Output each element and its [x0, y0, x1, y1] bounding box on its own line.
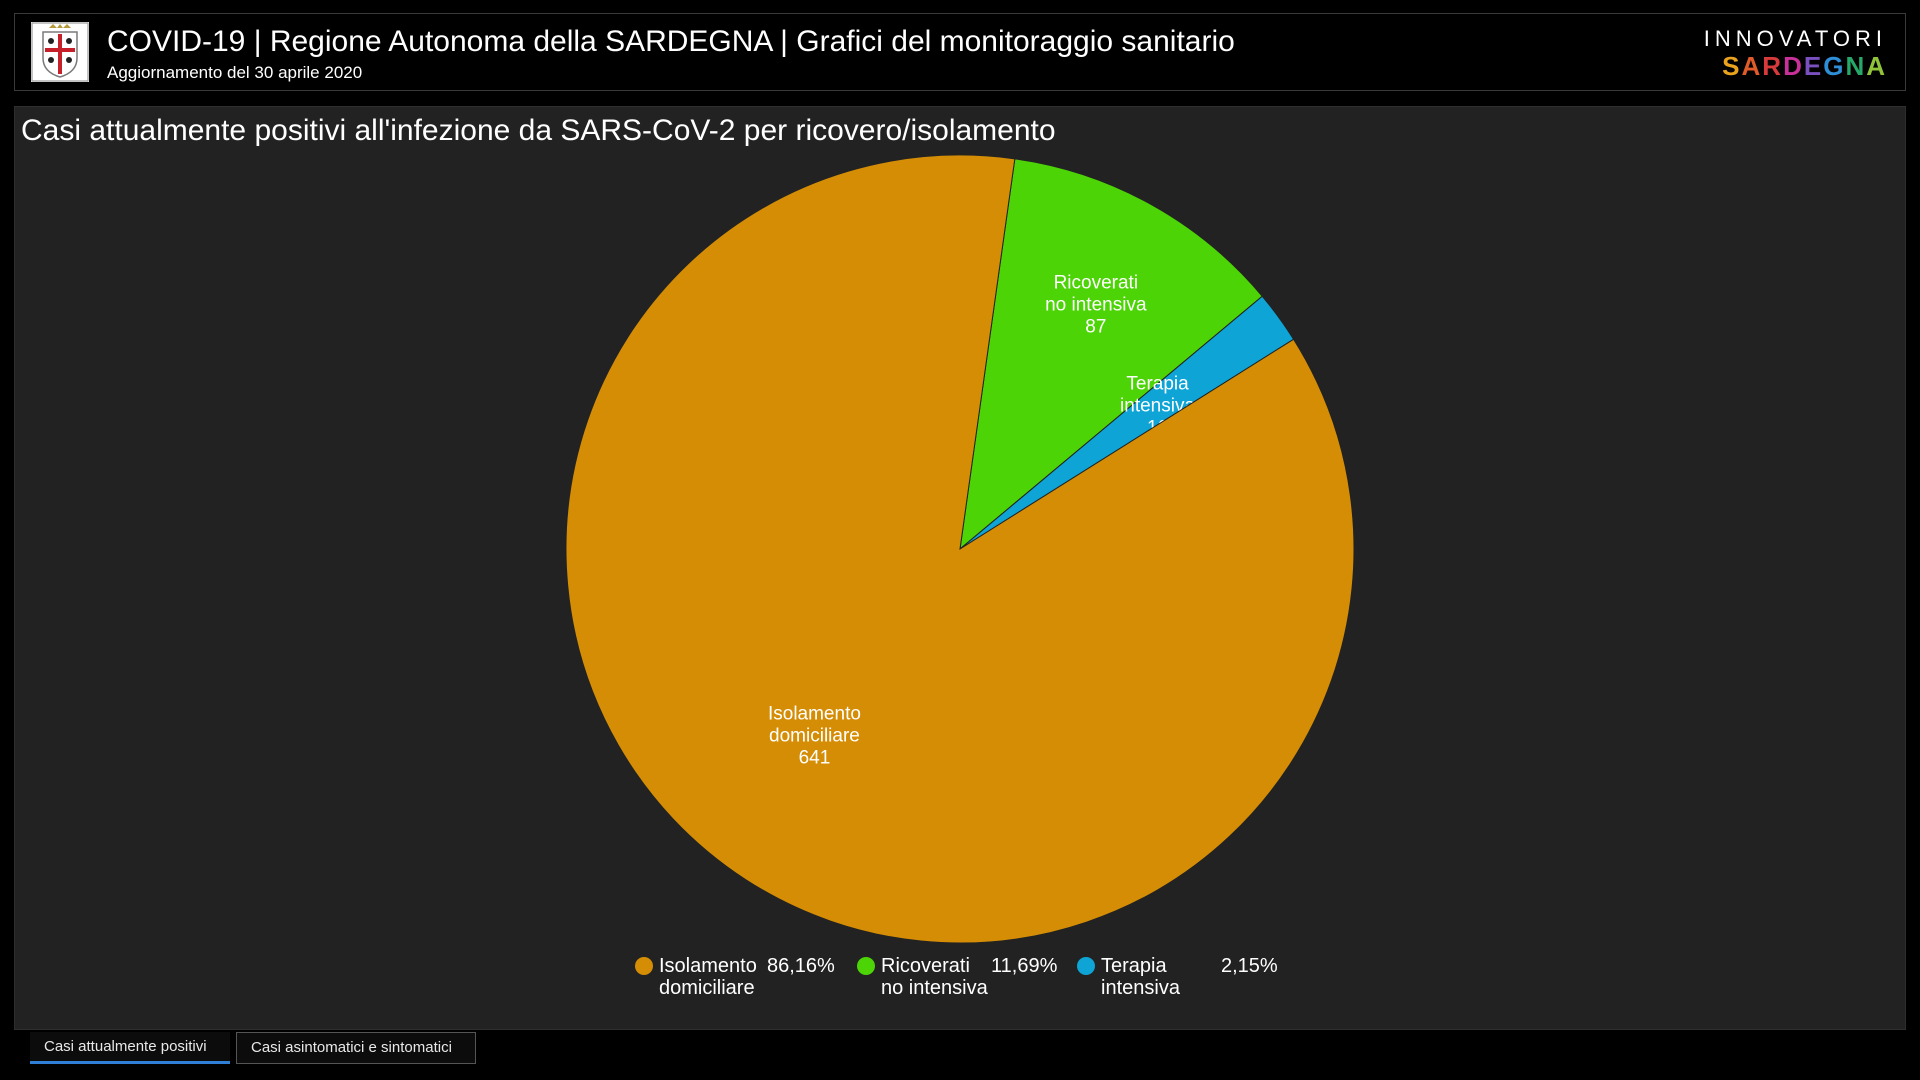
innovatori-sardegna-logo: INNOVATORI SARDEGNA: [1704, 26, 1887, 80]
brand-letter: D: [1783, 51, 1804, 81]
pie-slice-ricoverati[interactable]: [959, 158, 1263, 551]
legend-label-line: no intensiva: [881, 977, 988, 999]
slice-label-line: Ricoverati: [1054, 272, 1138, 293]
brand-letter: A: [1741, 51, 1763, 81]
legend-label-line: Ricoverati: [881, 955, 970, 977]
brand-letter: R: [1762, 51, 1784, 81]
legend-dot: [635, 957, 653, 975]
brand-letter: A: [1866, 51, 1887, 81]
update-date: Aggiornamento del 30 aprile 2020: [107, 63, 363, 82]
brand-letter: N: [1845, 51, 1867, 81]
slice-label-line: intensiva: [1120, 395, 1195, 416]
header-bar: COVID-19 | Regione Autonoma della SARDEG…: [14, 13, 1906, 91]
brand-top-text: INNOVATORI: [1703, 26, 1887, 51]
chart-panel: Casi attualmente positivi all'infezione …: [14, 106, 1906, 1030]
tab-casi-attualmente-positivi[interactable]: Casi attualmente positivi: [30, 1032, 230, 1064]
slice-label-line: domiciliare: [769, 725, 860, 746]
brand-letter: G: [1823, 51, 1846, 81]
brand-letter: E: [1803, 51, 1824, 81]
legend-dot: [1077, 957, 1095, 975]
slice-label-line: Terapia: [1126, 373, 1189, 394]
legend-percentage: 11,69%: [991, 955, 1058, 977]
brand-letter: S: [1722, 51, 1742, 81]
pie-chart: Ricoverati no intensiva 87 Terapia intensiva…: [565, 154, 1355, 944]
sardinia-coat-of-arms-icon: [31, 22, 89, 82]
legend-label-line: Terapia: [1101, 955, 1167, 977]
legend-percentage: 2,15%: [1221, 955, 1278, 977]
slice-label-line: no intensiva: [1045, 294, 1147, 315]
chart-title: Casi attualmente positivi all'infezione …: [21, 114, 1056, 147]
slice-label-line: Isolamento: [768, 703, 861, 724]
page-title: COVID-19 | Regione Autonoma della SARDEG…: [107, 25, 1235, 58]
legend-dot: [857, 957, 875, 975]
legend-label-line: Isolamento: [659, 955, 757, 977]
slice-label-isolamento: Isolamento domiciliare 641: [768, 703, 861, 768]
slice-label-line: 641: [799, 747, 831, 768]
chart-legend: Isolamento domiciliare 86,16% Ricoverati…: [635, 955, 1335, 1015]
legend-percentage: 86,16%: [767, 955, 835, 977]
slice-label-line: 87: [1085, 316, 1106, 337]
legend-label-line: intensiva: [1101, 977, 1180, 999]
legend-label-line: domiciliare: [659, 977, 755, 999]
slice-label-ricoverati: Ricoverati no intensiva 87: [1045, 272, 1147, 337]
tab-casi-asintomatici-sintomatici[interactable]: Casi asintomatici e sintomatici: [236, 1032, 476, 1064]
brand-bottom-text: SARDEGNA: [1704, 52, 1887, 80]
pie-slice-isolamento[interactable]: [565, 154, 1355, 944]
